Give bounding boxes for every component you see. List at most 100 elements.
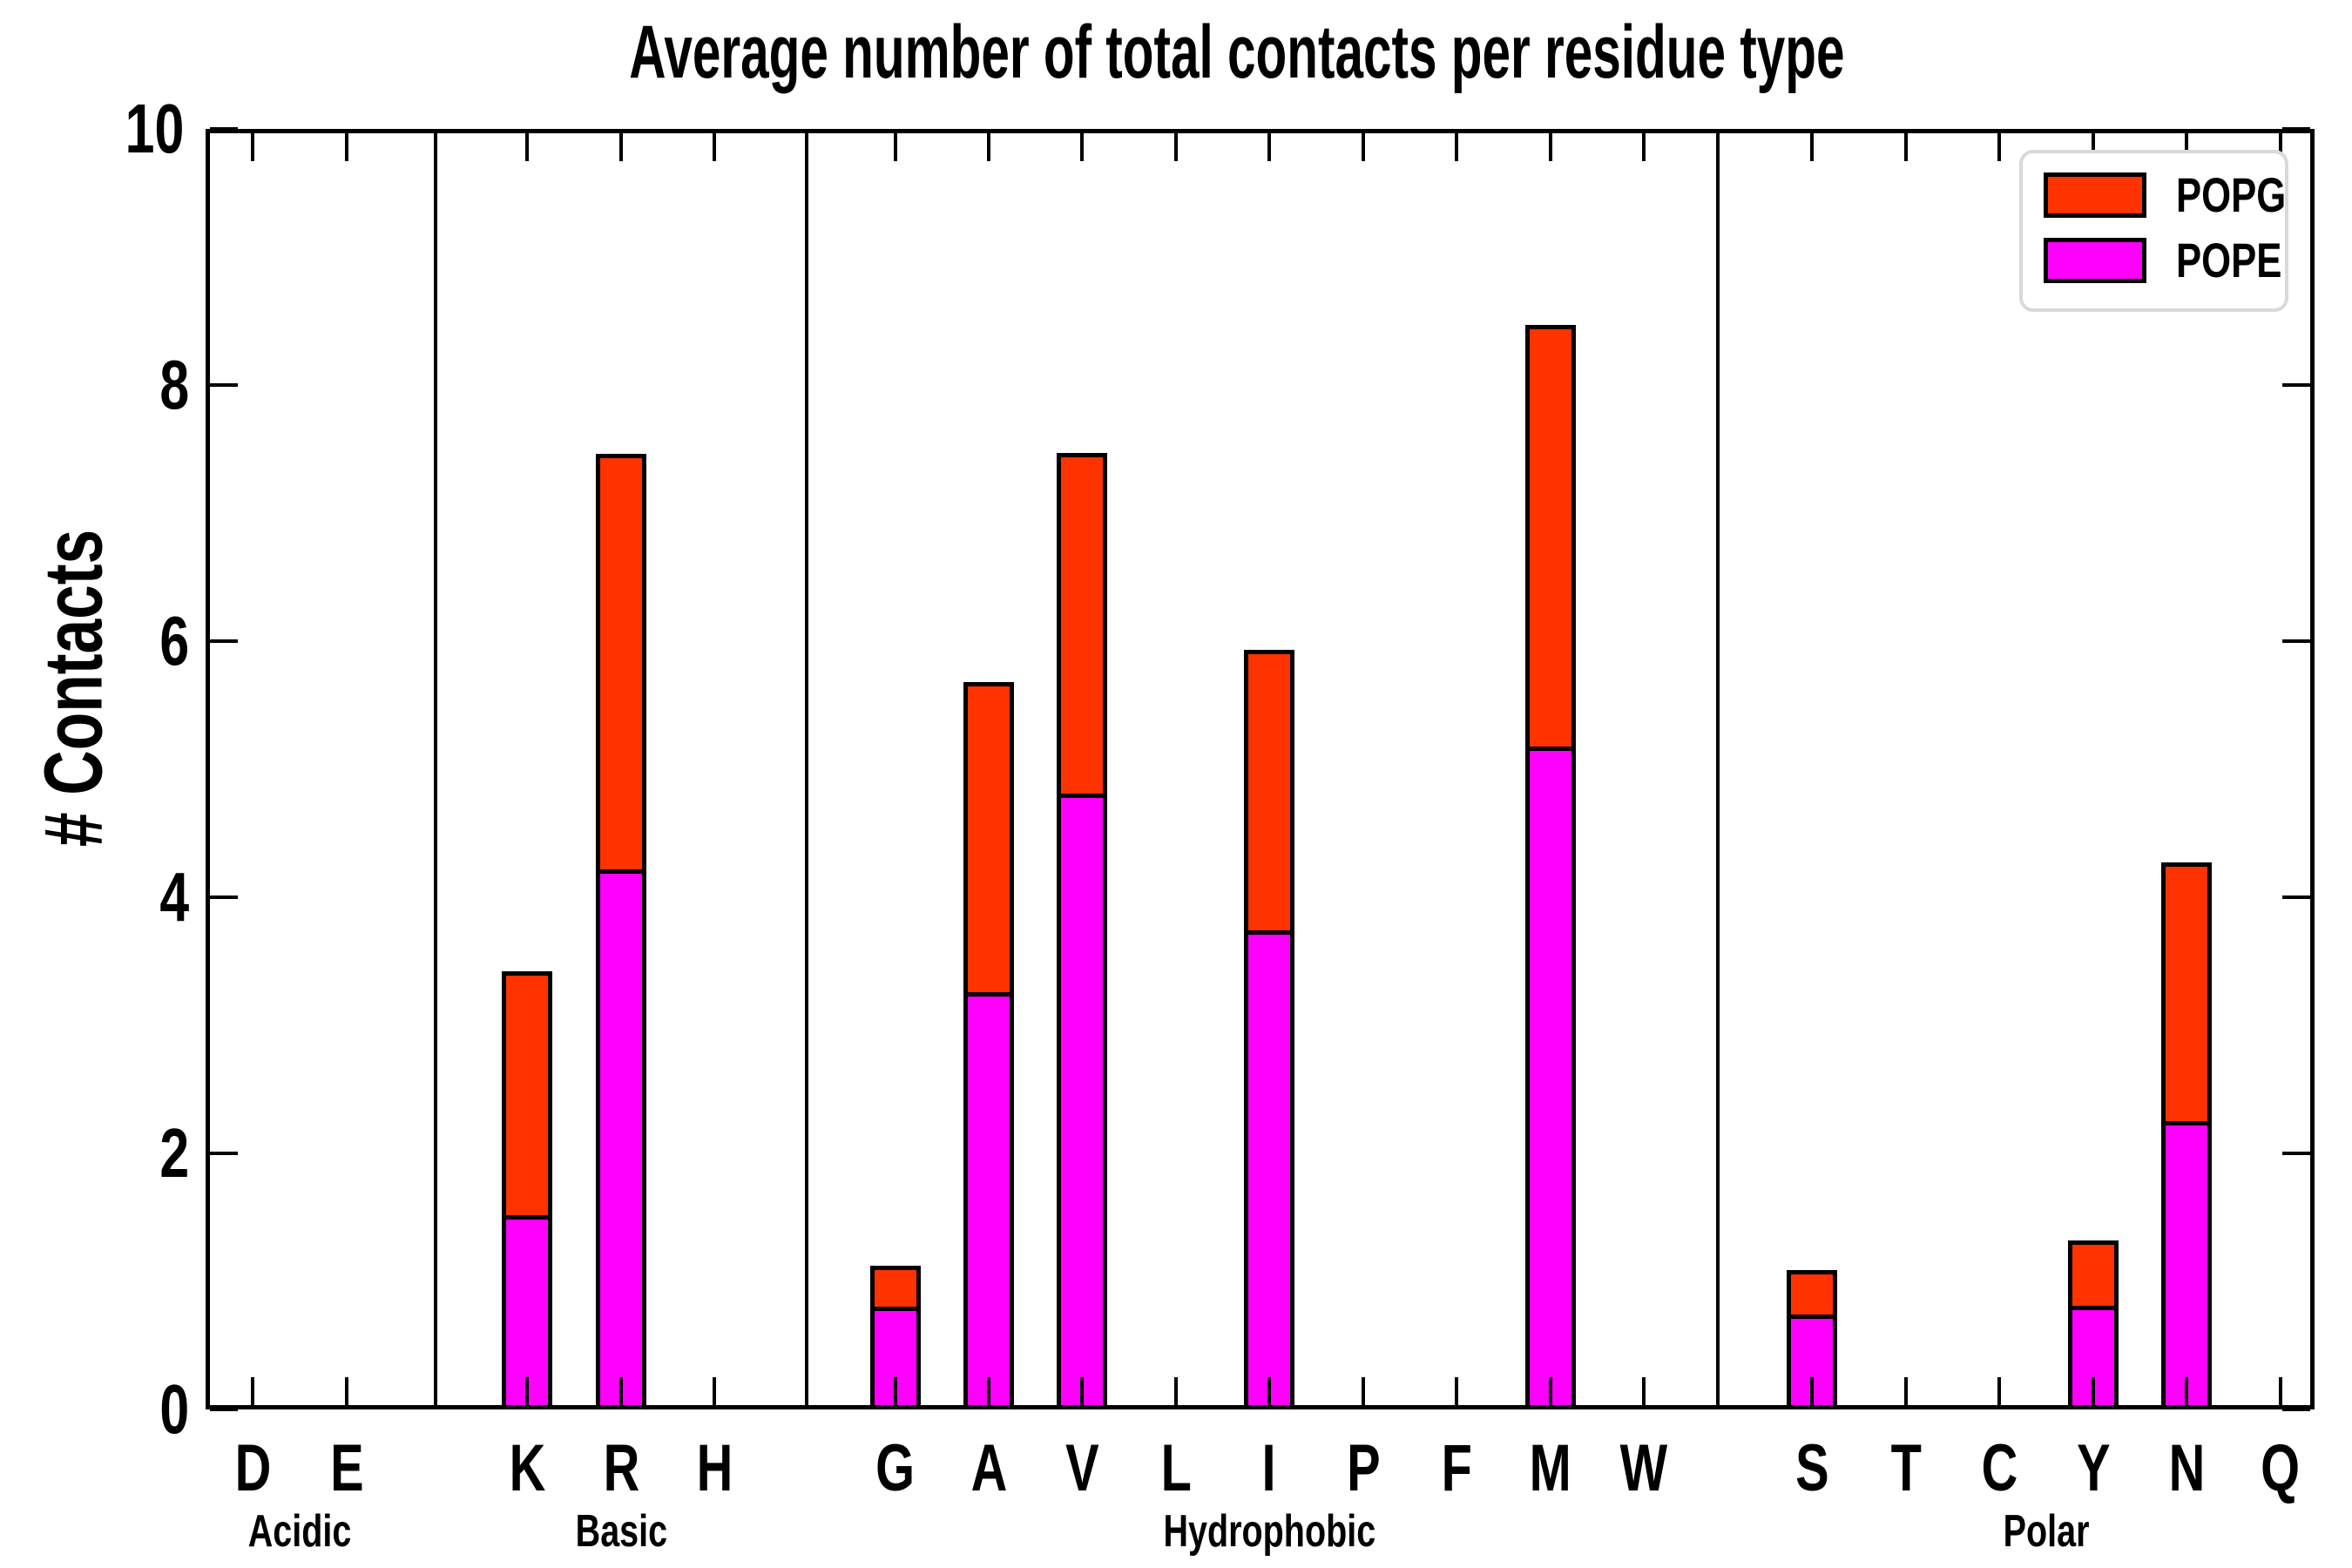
x-tick-label-L: L xyxy=(1124,1434,1228,1504)
x-tick-bottom-P xyxy=(1362,1377,1365,1405)
x-tick-label-text: R xyxy=(603,1431,639,1505)
bar-F-zero xyxy=(1431,1405,1482,1409)
x-tick-label-text: H xyxy=(696,1431,733,1505)
y-tick-right-4 xyxy=(2282,896,2310,899)
bar-P-zero xyxy=(1338,1405,1389,1409)
chart-title: Average number of total contacts per res… xyxy=(253,12,2221,92)
legend-label-pope: POPE xyxy=(2176,233,2282,287)
group-label-basic: Basic xyxy=(360,1507,882,1556)
x-tick-top-V xyxy=(1080,133,1084,161)
x-tick-label-F: F xyxy=(1404,1434,1509,1504)
y-tick-label-2: 2 xyxy=(63,1119,193,1188)
y-tick-label-text: 6 xyxy=(159,602,189,679)
x-tick-top-G xyxy=(894,133,897,161)
x-tick-bottom-E xyxy=(345,1377,348,1405)
x-tick-top-Y xyxy=(2092,133,2095,161)
x-tick-top-A xyxy=(987,133,990,161)
y-tick-label-0: 0 xyxy=(63,1375,193,1444)
panel-divider xyxy=(1716,129,1720,1409)
y-axis-label-text: # Contacts xyxy=(27,529,120,848)
x-tick-label-text: K xyxy=(509,1431,545,1505)
y-tick-left-0 xyxy=(210,1408,238,1411)
y-tick-label-text: 8 xyxy=(159,346,189,423)
group-label-hydrophobic: Hydrophobic xyxy=(1008,1507,1531,1556)
x-tick-label-D: D xyxy=(200,1434,305,1504)
x-tick-bottom-I xyxy=(1267,1377,1271,1405)
x-tick-bottom-M xyxy=(1549,1377,1552,1405)
group-label-text: Acidic xyxy=(247,1506,352,1557)
y-tick-right-2 xyxy=(2282,1152,2310,1155)
bar-R-popg xyxy=(596,454,646,874)
x-tick-label-C: C xyxy=(1947,1434,2051,1504)
x-tick-bottom-C xyxy=(1997,1377,2001,1405)
group-label-polar: Polar xyxy=(1785,1507,2308,1556)
bar-C-zero xyxy=(1974,1405,2024,1409)
panel-divider xyxy=(805,129,808,1409)
bar-V-pope xyxy=(1057,793,1107,1409)
x-tick-label-Y: Y xyxy=(2041,1434,2146,1504)
x-tick-bottom-L xyxy=(1174,1377,1178,1405)
x-tick-top-L xyxy=(1174,133,1178,161)
bar-K-popg xyxy=(502,971,552,1220)
x-tick-top-H xyxy=(713,133,716,161)
legend-swatch-pope xyxy=(2044,238,2146,283)
y-tick-label-8: 8 xyxy=(63,350,193,420)
x-tick-top-K xyxy=(525,133,529,161)
x-tick-bottom-Q xyxy=(2279,1377,2282,1405)
bar-H-zero xyxy=(689,1405,740,1409)
x-tick-bottom-N xyxy=(2185,1377,2188,1405)
x-tick-label-text: Q xyxy=(2261,1431,2301,1505)
x-tick-label-N: N xyxy=(2134,1434,2239,1504)
x-tick-bottom-G xyxy=(894,1377,897,1405)
x-tick-label-text: G xyxy=(875,1431,916,1505)
y-tick-left-2 xyxy=(210,1152,238,1155)
y-tick-label-text: 10 xyxy=(125,90,185,167)
bar-K-pope xyxy=(502,1214,552,1409)
x-tick-top-E xyxy=(345,133,348,161)
x-tick-label-text: M xyxy=(1529,1431,1572,1505)
y-tick-label-6: 6 xyxy=(63,606,193,676)
x-tick-label-A: A xyxy=(936,1434,1041,1504)
x-tick-label-H: H xyxy=(662,1434,767,1504)
x-tick-label-I: I xyxy=(1217,1434,1321,1504)
x-tick-label-V: V xyxy=(1030,1434,1134,1504)
bar-V-popg xyxy=(1057,452,1107,798)
y-tick-label-4: 4 xyxy=(63,862,193,932)
group-label-text: Basic xyxy=(575,1506,667,1557)
bar-I-pope xyxy=(1244,930,1294,1409)
x-tick-bottom-V xyxy=(1080,1377,1084,1405)
bar-Y-popg xyxy=(2068,1240,2119,1310)
x-tick-label-text: T xyxy=(1890,1431,1922,1505)
x-tick-bottom-Y xyxy=(2092,1377,2095,1405)
x-tick-label-text: W xyxy=(1619,1431,1668,1505)
x-tick-top-S xyxy=(1810,133,1814,161)
bar-L-zero xyxy=(1151,1405,1201,1409)
group-label-text: Hydrophobic xyxy=(1163,1506,1375,1557)
bar-S-popg xyxy=(1787,1269,1837,1320)
y-tick-label-text: 2 xyxy=(159,1114,189,1192)
bar-I-popg xyxy=(1244,650,1294,936)
x-tick-bottom-D xyxy=(251,1377,254,1405)
x-tick-top-M xyxy=(1549,133,1552,161)
y-tick-label-10: 10 xyxy=(63,94,193,164)
x-tick-label-text: Y xyxy=(2076,1431,2111,1505)
bar-T-zero xyxy=(1881,1405,1931,1409)
y-tick-label-text: 4 xyxy=(159,858,189,936)
x-tick-label-K: K xyxy=(475,1434,579,1504)
x-tick-label-text: D xyxy=(234,1431,271,1505)
x-tick-label-P: P xyxy=(1311,1434,1416,1504)
y-tick-left-6 xyxy=(210,639,238,643)
x-tick-top-Q xyxy=(2279,133,2282,161)
y-tick-left-8 xyxy=(210,383,238,387)
x-tick-label-text: V xyxy=(1064,1431,1099,1505)
x-tick-top-C xyxy=(1997,133,2001,161)
x-tick-top-F xyxy=(1455,133,1458,161)
x-tick-label-Q: Q xyxy=(2228,1434,2333,1504)
y-tick-right-8 xyxy=(2282,383,2310,387)
legend: POPG POPE xyxy=(2019,150,2288,312)
x-tick-label-text: P xyxy=(1346,1431,1381,1505)
x-tick-top-D xyxy=(251,133,254,161)
group-label-text: Polar xyxy=(2003,1506,2090,1557)
bar-G-popg xyxy=(870,1266,921,1312)
bar-N-pope xyxy=(2161,1121,2212,1409)
